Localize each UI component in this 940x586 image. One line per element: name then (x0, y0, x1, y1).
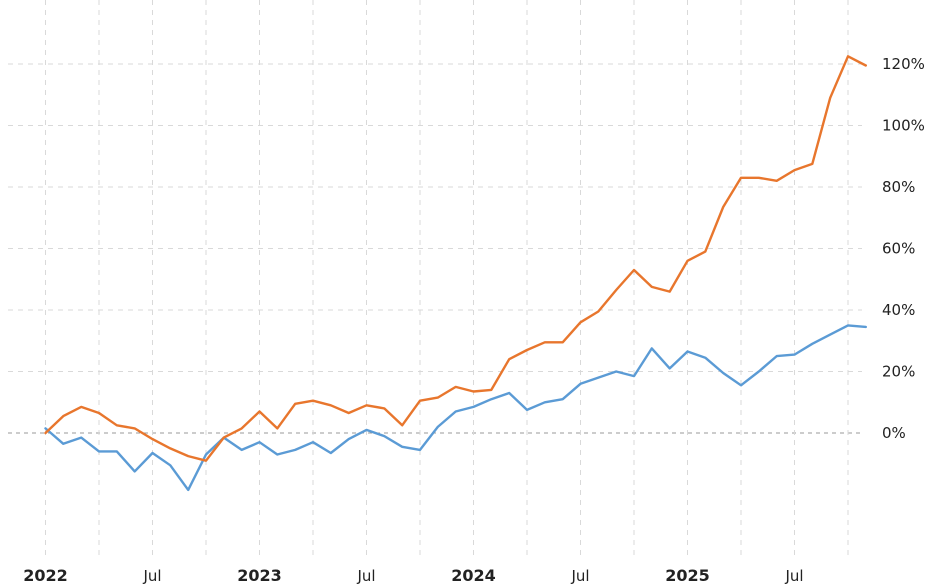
series-line-1 (44, 324, 867, 492)
y-tick-label: 20% (882, 363, 915, 381)
x-tick-label: Jul (142, 567, 161, 585)
x-tick-label: Jul (356, 567, 375, 585)
series-lines (44, 55, 867, 492)
y-tick-label: 0% (882, 424, 906, 442)
y-tick-label: 120% (882, 55, 925, 73)
y-tick-label: 40% (882, 301, 915, 319)
y-tick-label: 60% (882, 240, 915, 258)
series-line-0 (44, 55, 867, 462)
y-axis-tick-labels: 0% 20% 40% 60% 80% 100% 120% (882, 55, 925, 442)
x-tick-label: Jul (570, 567, 589, 585)
x-tick-label: 2024 (451, 566, 496, 585)
x-tick-label: 2025 (665, 566, 710, 585)
x-tick-label: 2022 (23, 566, 68, 585)
y-tick-label: 100% (882, 117, 925, 135)
x-tick-label: Jul (784, 567, 803, 585)
grid (8, 0, 862, 556)
x-axis-tick-labels: 2022 Jul 2023 Jul 2024 Jul 2025 Jul (23, 566, 803, 585)
y-tick-label: 80% (882, 178, 915, 196)
x-tick-label: 2023 (237, 566, 282, 585)
